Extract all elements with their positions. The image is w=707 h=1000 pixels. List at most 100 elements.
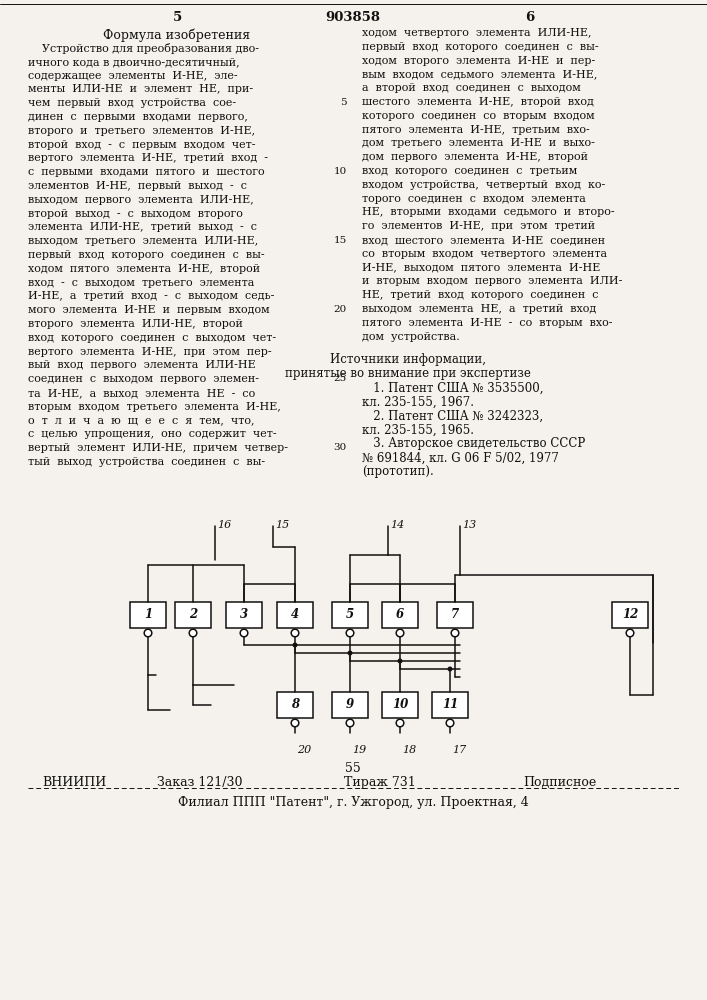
Text: 13: 13 [462,520,477,530]
Text: вторым  входом  третьего  элемента  И-НЕ,: вторым входом третьего элемента И-НЕ, [28,402,281,412]
Bar [332,602,368,628]
Bar [175,602,211,628]
Circle shape [291,719,299,727]
Text: вым  входом  седьмого  элемента  И-НЕ,: вым входом седьмого элемента И-НЕ, [362,69,597,79]
Text: 30: 30 [334,443,347,452]
Text: 1. Патент США № 3535500,: 1. Патент США № 3535500, [362,381,544,394]
Text: которого  соединен  со  вторым  входом: которого соединен со вторым входом [362,111,595,121]
Text: Тираж 731: Тираж 731 [344,776,416,789]
Text: кл. 235-155, 1965.: кл. 235-155, 1965. [362,423,474,436]
Text: 10: 10 [392,698,408,712]
Text: 12: 12 [622,608,638,621]
Text: чем  первый  вход  устройства  сое-: чем первый вход устройства сое- [28,98,236,108]
Text: 2: 2 [189,608,197,621]
Text: соединен  с  выходом  первого  элемен-: соединен с выходом первого элемен- [28,374,259,384]
Text: шестого  элемента  И-НЕ,  второй  вход: шестого элемента И-НЕ, второй вход [362,97,594,107]
Text: 20: 20 [297,745,311,755]
Circle shape [293,643,298,648]
Circle shape [240,629,247,637]
Text: Формула изобретения: Формула изобретения [103,28,250,41]
Text: менты  ИЛИ-НЕ  и  элемент  НЕ,  при-: менты ИЛИ-НЕ и элемент НЕ, при- [28,84,253,94]
Text: та  И-НЕ,  а  выход  элемента  НЕ  -  со: та И-НЕ, а выход элемента НЕ - со [28,388,255,398]
Circle shape [448,666,452,672]
Text: пятого  элемента  И-НЕ,  третьим  вхо-: пятого элемента И-НЕ, третьим вхо- [362,125,590,135]
Circle shape [451,629,459,637]
Text: второй  выход  -  с  выходом  второго: второй выход - с выходом второго [28,209,243,219]
Text: го  элементов  И-НЕ,  при  этом  третий: го элементов И-НЕ, при этом третий [362,221,595,231]
Bar [130,602,166,628]
Text: содержащее  элементы  И-НЕ,  эле-: содержащее элементы И-НЕ, эле- [28,71,238,81]
Text: принятые во внимание при экспертизе: принятые во внимание при экспертизе [285,367,531,380]
Circle shape [189,629,197,637]
Bar [332,692,368,718]
Text: элемента  ИЛИ-НЕ,  третий  выход  -  с: элемента ИЛИ-НЕ, третий выход - с [28,222,257,232]
Text: 20: 20 [334,305,347,314]
Text: 903858: 903858 [325,11,380,24]
Text: И-НЕ,  выходом  пятого  элемента  И-НЕ: И-НЕ, выходом пятого элемента И-НЕ [362,263,600,273]
Text: второго  и  третьего  элементов  И-НЕ,: второго и третьего элементов И-НЕ, [28,126,255,136]
Bar [612,602,648,628]
Text: с  целью  упрощения,  оно  содержит  чет-: с целью упрощения, оно содержит чет- [28,429,276,439]
Bar [226,602,262,628]
Bar [277,602,313,628]
Text: 2. Патент США № 3242323,: 2. Патент США № 3242323, [362,409,543,422]
Text: 3: 3 [240,608,248,621]
Text: торого  соединен  с  входом  элемента: торого соединен с входом элемента [362,194,586,204]
Text: дом  первого  элемента  И-НЕ,  второй: дом первого элемента И-НЕ, второй [362,152,588,162]
Text: с  первыми  входами  пятого  и  шестого: с первыми входами пятого и шестого [28,167,264,177]
Text: Заказ 121/30: Заказ 121/30 [157,776,243,789]
Text: вход  которого  соединен  с  третьим: вход которого соединен с третьим [362,166,577,176]
Text: 4: 4 [291,608,299,621]
Text: 1: 1 [144,608,152,621]
Text: второго  элемента  ИЛИ-НЕ,  второй: второго элемента ИЛИ-НЕ, второй [28,319,243,329]
Text: ВНИИПИ: ВНИИПИ [42,776,106,789]
Text: вертого  элемента  И-НЕ,  при  этом  пер-: вертого элемента И-НЕ, при этом пер- [28,347,271,357]
Text: Устройство для преобразования дво-: Устройство для преобразования дво- [28,43,259,54]
Text: ходом  четвертого  элемента  ИЛИ-НЕ,: ходом четвертого элемента ИЛИ-НЕ, [362,28,592,38]
Circle shape [346,629,354,637]
Circle shape [346,719,354,727]
Circle shape [144,629,152,637]
Text: 7: 7 [451,608,459,621]
Text: выходом  первого  элемента  ИЛИ-НЕ,: выходом первого элемента ИЛИ-НЕ, [28,195,254,205]
Text: вертый  элемент  ИЛИ-НЕ,  причем  четвер-: вертый элемент ИЛИ-НЕ, причем четвер- [28,443,288,453]
Text: 3. Авторское свидетельство СССР: 3. Авторское свидетельство СССР [362,437,585,450]
Text: ходом  второго  элемента  И-НЕ  и  пер-: ходом второго элемента И-НЕ и пер- [362,56,595,66]
Text: 11: 11 [442,698,458,712]
Text: 8: 8 [291,698,299,712]
Text: вход  шестого  элемента  И-НЕ  соединен: вход шестого элемента И-НЕ соединен [362,235,605,245]
Text: со  вторым  входом  четвертого  элемента: со вторым входом четвертого элемента [362,249,607,259]
Bar [382,692,418,718]
Text: второй  вход  -  с  первым  входом  чет-: второй вход - с первым входом чет- [28,140,255,150]
Circle shape [397,658,402,664]
Text: кл. 235-155, 1967.: кл. 235-155, 1967. [362,395,474,408]
Text: 5: 5 [173,11,182,24]
Text: а  второй  вход  соединен  с  выходом: а второй вход соединен с выходом [362,83,580,93]
Text: вертого  элемента  И-НЕ,  третий  вход  -: вертого элемента И-НЕ, третий вход - [28,153,268,163]
Bar [437,602,473,628]
Text: пятого  элемента  И-НЕ  -  со  вторым  вхо-: пятого элемента И-НЕ - со вторым вхо- [362,318,612,328]
Text: ходом  пятого  элемента  И-НЕ,  второй: ходом пятого элемента И-НЕ, второй [28,264,260,274]
Text: (прототип).: (прототип). [362,465,434,478]
Text: дом  устройства.: дом устройства. [362,332,460,342]
Text: динен  с  первыми  входами  первого,: динен с первыми входами первого, [28,112,248,122]
Text: 17: 17 [452,745,466,755]
Bar [432,692,468,718]
Text: № 691844, кл. G 06 F 5/02, 1977: № 691844, кл. G 06 F 5/02, 1977 [362,451,559,464]
Text: мого  элемента  И-НЕ  и  первым  входом: мого элемента И-НЕ и первым входом [28,305,269,315]
Text: И-НЕ,  а  третий  вход  -  с  выходом  седь-: И-НЕ, а третий вход - с выходом седь- [28,291,274,301]
Text: вый  вход  первого  элемента  ИЛИ-НЕ: вый вход первого элемента ИЛИ-НЕ [28,360,256,370]
Text: НЕ,  вторыми  входами  седьмого  и  второ-: НЕ, вторыми входами седьмого и второ- [362,207,614,217]
Text: 15: 15 [334,236,347,245]
Bar [277,692,313,718]
Text: Подписное: Подписное [523,776,597,789]
Text: дом  третьего  элемента  И-НЕ  и  выхо-: дом третьего элемента И-НЕ и выхо- [362,138,595,148]
Text: 5: 5 [346,608,354,621]
Text: выходом  элемента  НЕ,  а  третий  вход: выходом элемента НЕ, а третий вход [362,304,596,314]
Text: 55: 55 [345,762,361,775]
Text: первый  вход  которого  соединен  с  вы-: первый вход которого соединен с вы- [362,42,599,52]
Text: 14: 14 [390,520,404,530]
Text: тый  выход  устройства  соединен  с  вы-: тый выход устройства соединен с вы- [28,457,265,467]
Text: 6: 6 [525,11,534,24]
Circle shape [396,629,404,637]
